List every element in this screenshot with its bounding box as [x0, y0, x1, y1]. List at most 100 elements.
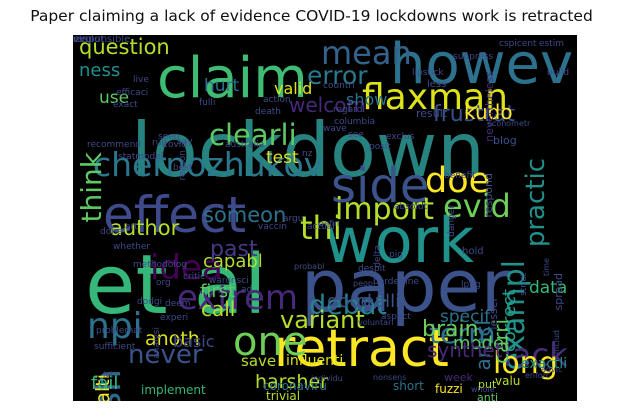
cloud-word: implement [141, 383, 206, 397]
cloud-word: exact [113, 100, 138, 110]
cloud-word: analysi [152, 327, 162, 359]
cloud-word: exclus [386, 132, 415, 142]
cloud-word: time [542, 258, 551, 277]
cloud-word: term [429, 317, 496, 350]
figure-title: Paper claiming a lack of evidence COVID-… [30, 7, 593, 25]
cloud-word: evolut [73, 35, 105, 45]
cloud-word: includ [552, 330, 561, 355]
cloud-word: australia [225, 140, 265, 150]
cloud-word: peopl [353, 279, 376, 288]
cloud-word: thi [300, 209, 342, 247]
cloud-word: nevertheless [483, 71, 496, 142]
cloud-word: fail [91, 373, 119, 394]
cloud-word: result [416, 107, 448, 120]
cloud-word: problemat [96, 326, 143, 336]
cloud-word: columbia [334, 117, 376, 127]
cloud-word: harsher [255, 371, 328, 393]
cloud-word: model [453, 333, 510, 354]
cloud-word: welcom [289, 93, 366, 117]
cloud-word: effect [103, 186, 247, 244]
cloud-word: call [201, 297, 236, 321]
cloud-word: aspect [381, 312, 411, 322]
cloud-word: flaxman [362, 77, 508, 118]
cloud-word: wave [323, 124, 347, 134]
cloud-word: done [100, 227, 123, 237]
cloud-word: methodolog [133, 260, 187, 270]
cloud-word: retract [274, 319, 449, 379]
cloud-word: experi [160, 313, 189, 323]
cloud-word: lack [503, 336, 568, 374]
cloud-word: hold [462, 246, 484, 257]
cloud-word: variant [280, 306, 365, 334]
cloud-word: less [427, 79, 447, 90]
cloud-word: kudo [464, 100, 513, 124]
cloud-word: borderline [373, 277, 419, 287]
cloud-word: efficaci [116, 88, 149, 98]
cloud-word: short [393, 379, 424, 393]
cloud-word: practic [521, 158, 551, 248]
cloud-word: influenti [286, 353, 344, 369]
cloud-word: org [156, 278, 171, 288]
cloud-word: frustrat [433, 102, 515, 127]
cloud-word: blog [493, 134, 517, 147]
cloud-word: chernozhukov [93, 145, 324, 184]
cloud-word: ad [241, 285, 253, 295]
cloud-word: deem [165, 299, 191, 309]
cloud-word: absolut [394, 202, 428, 212]
cloud-word: regard [333, 105, 363, 115]
cloud-word: npi [87, 306, 143, 347]
cloud-word: recommend [87, 140, 141, 150]
cloud-word: brain [422, 317, 479, 342]
cloud-word: build [547, 68, 570, 78]
cloud-word: side [331, 158, 430, 214]
cloud-word: voluntari [358, 318, 394, 327]
cloud-word: nz [302, 149, 313, 159]
cloud-word: specif [440, 307, 491, 327]
cloud-word: live [133, 75, 149, 85]
cloud-word: fuzzi [435, 382, 463, 396]
cloud-word: countri [323, 81, 355, 91]
cloud-word: despit [358, 264, 386, 274]
cloud-word: waronsci [209, 276, 249, 286]
cloud-word: let [103, 370, 114, 379]
cloud-word: lockdown [131, 106, 485, 194]
cloud-word: best [173, 163, 193, 173]
cloud-word: never [128, 340, 203, 370]
cloud-word: art [125, 222, 138, 232]
cloud-word: trivial [266, 389, 301, 401]
cloud-word: realli [356, 291, 401, 312]
cloud-word: synthet [427, 338, 503, 362]
cloud-word: debat [309, 290, 388, 321]
cloud-word: coronaviru [263, 379, 327, 393]
cloud-word: question [79, 35, 170, 59]
cloud-word: put [478, 378, 497, 391]
cloud-word: use [99, 88, 130, 108]
cloud-word: danger [447, 205, 457, 237]
cloud-word: week [444, 371, 473, 384]
cloud-word: dodgi [137, 297, 163, 307]
cloud-word: strict [519, 273, 529, 296]
cloud-word: advic [541, 365, 563, 374]
cloud-word: rug [152, 138, 168, 148]
cloud-word: reason [178, 150, 188, 181]
cloud-word: cspicent [499, 39, 537, 49]
cloud-word: hurt [204, 76, 240, 96]
cloud-word: someon [203, 203, 287, 227]
cloud-word: author [110, 216, 180, 240]
cloud-word: probabl [294, 262, 325, 271]
cloud-word: actual [307, 222, 335, 232]
cloud-word: mean [321, 35, 412, 72]
cloud-word: extrem [177, 278, 299, 318]
cloud-word: basic [173, 332, 215, 351]
cloud-word: respond [482, 173, 495, 218]
cloud-word: defin [319, 219, 340, 228]
cloud-word: pig [389, 250, 403, 260]
cloud-word: estim [539, 39, 565, 49]
cloud-word: benefit [444, 171, 476, 181]
cloud-word: vaccin [258, 222, 287, 232]
cloud-word: paper [301, 244, 511, 328]
cloud-word: valid [274, 79, 313, 98]
cloud-word: seen [158, 132, 180, 142]
cloud-word: claim [157, 46, 308, 111]
cloud-word: past [210, 237, 258, 262]
